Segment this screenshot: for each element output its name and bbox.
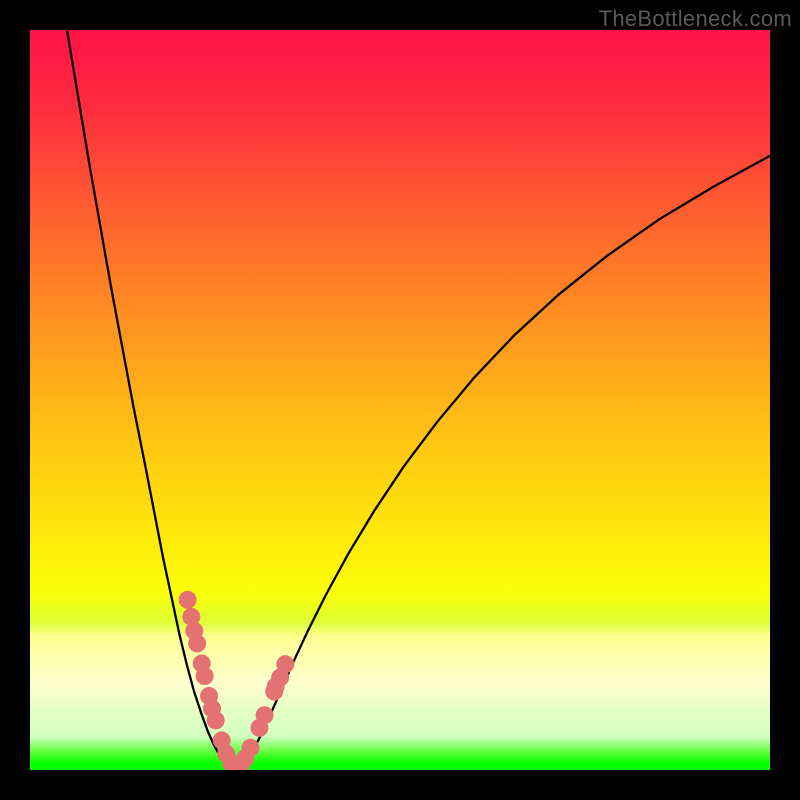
marker-dot <box>196 667 214 685</box>
plot-area <box>30 30 770 770</box>
marker-dot <box>179 591 197 609</box>
watermark-text: TheBottleneck.com <box>599 6 792 32</box>
marker-dot <box>203 700 221 718</box>
marker-dot <box>242 739 260 757</box>
marker-dot <box>188 634 206 652</box>
marker-dot <box>256 706 274 724</box>
marker-dot <box>267 677 285 695</box>
bottleneck-curve-left <box>67 30 236 769</box>
chart-overlay <box>30 30 770 770</box>
bottleneck-curve-right <box>236 156 770 769</box>
marker-dot <box>276 655 294 673</box>
highlight-markers <box>179 591 295 770</box>
